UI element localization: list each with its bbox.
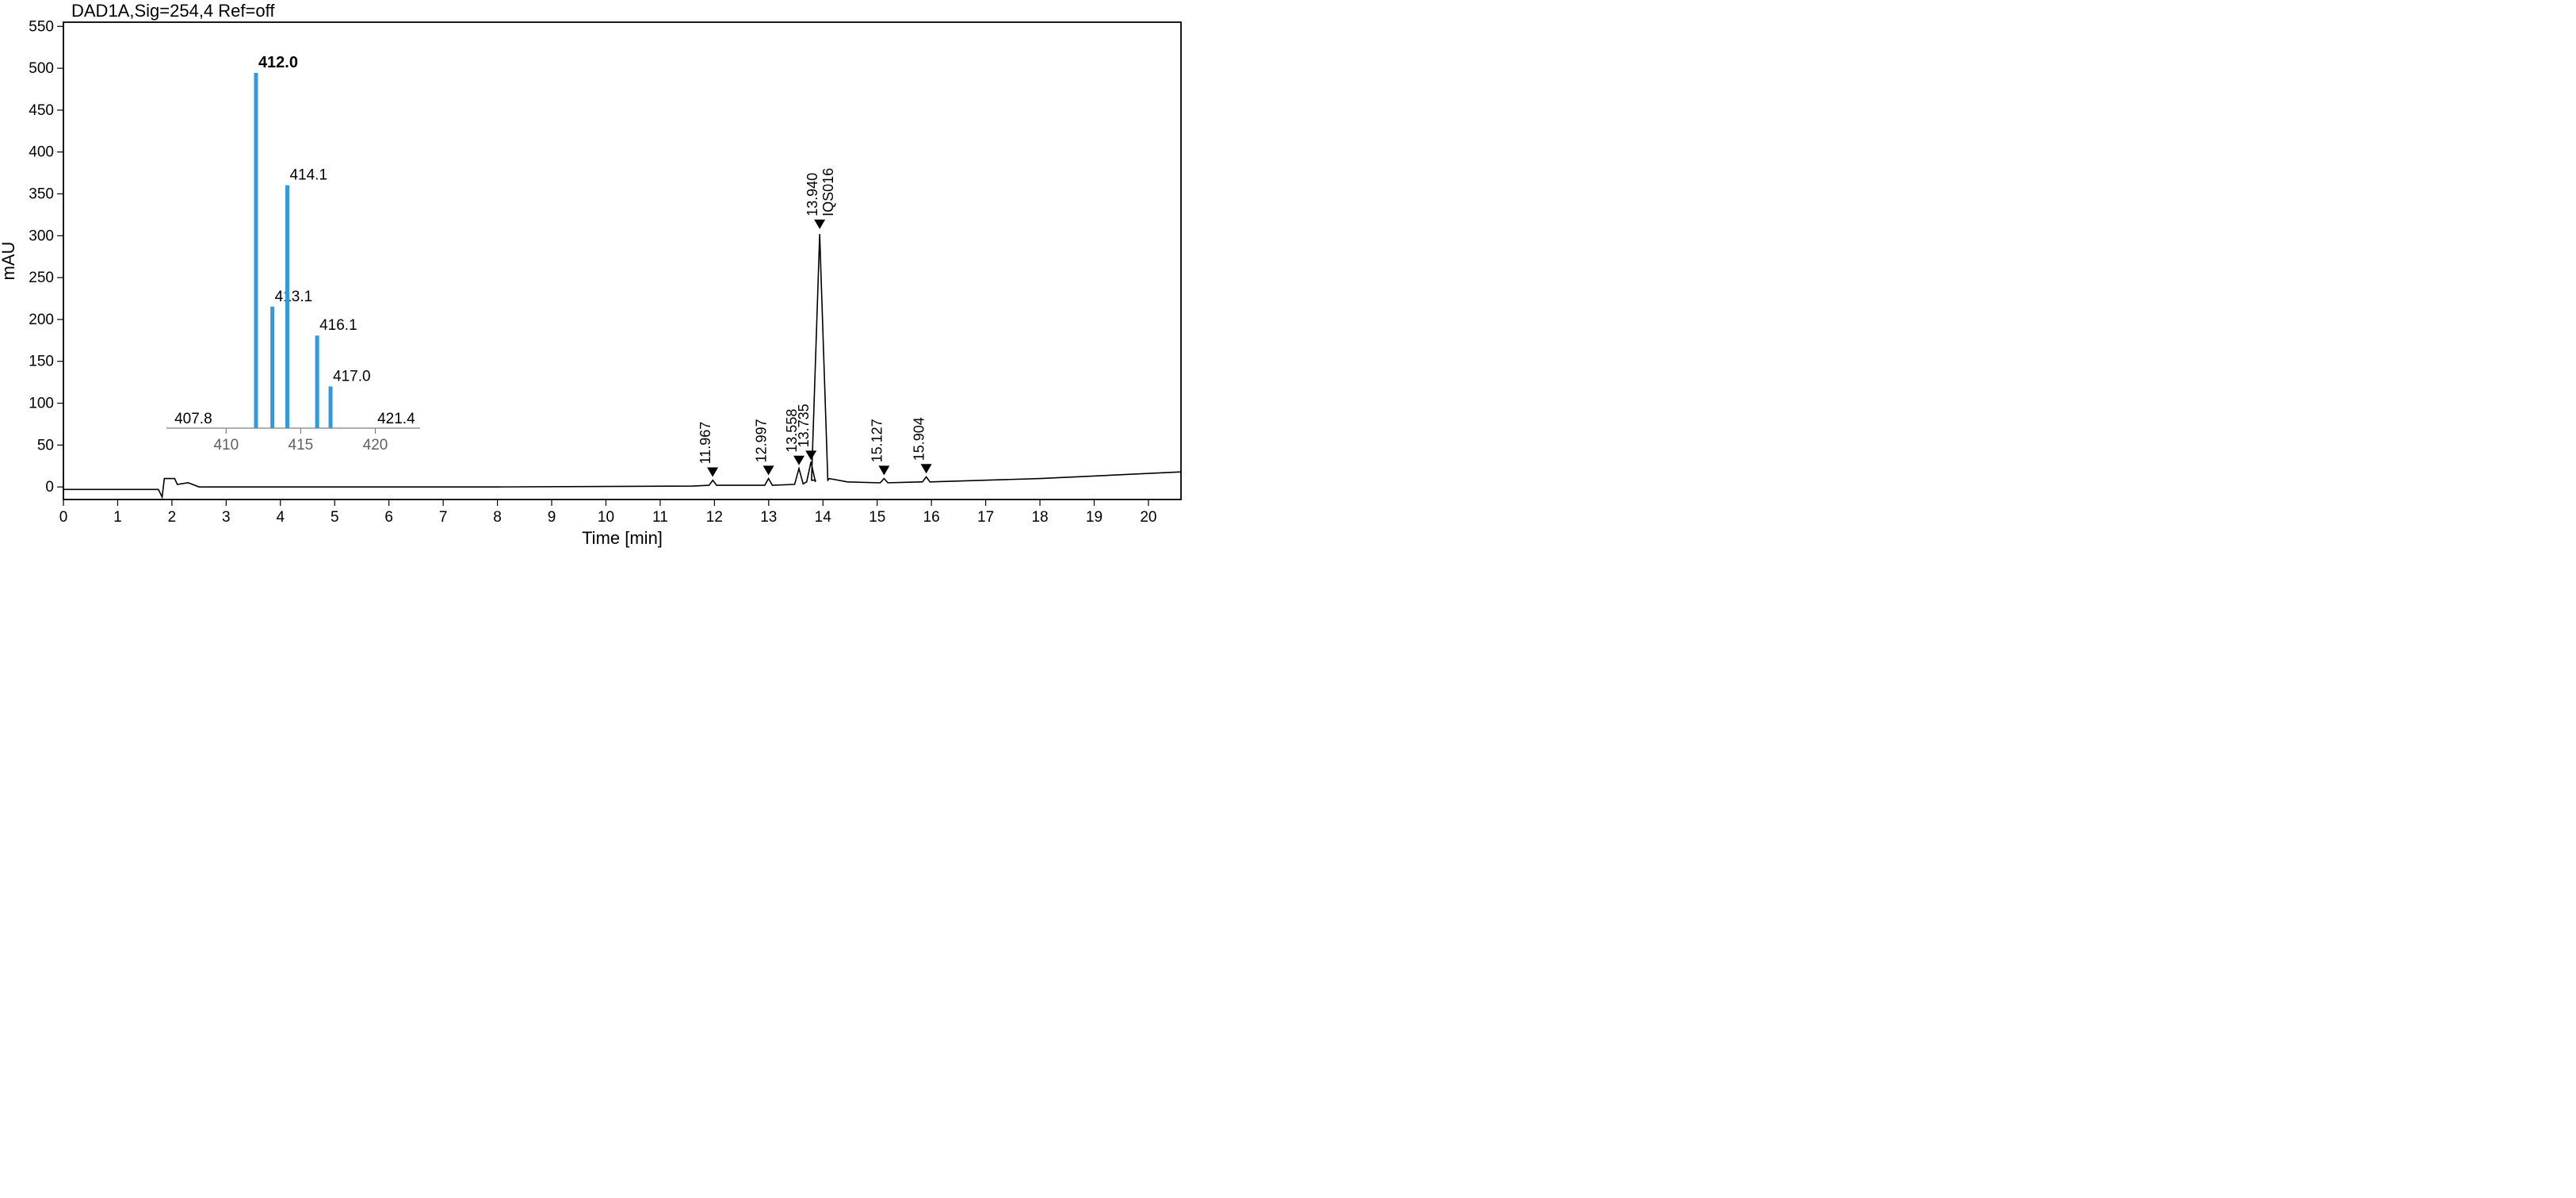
y-tick-label: 300 [29, 228, 54, 244]
y-tick-label: 150 [29, 354, 54, 370]
ms-bar-label: 417.0 [333, 368, 371, 385]
ms-bar-label: 416.1 [319, 317, 357, 334]
x-tick-label: 10 [598, 509, 614, 526]
ms-extra-label: 407.8 [174, 411, 212, 427]
ms-bar-label: 414.1 [289, 167, 327, 184]
x-tick-label: 2 [168, 509, 177, 526]
x-tick-label: 5 [331, 509, 339, 526]
x-tick-label: 4 [276, 509, 285, 526]
chart-title: DAD1A,Sig=254,4 Ref=off [71, 1, 275, 21]
inset-x-tick-label: 410 [213, 437, 239, 454]
x-tick-label: 8 [493, 509, 502, 526]
inset-x-tick-label: 420 [363, 437, 388, 454]
x-tick-label: 11 [652, 509, 668, 526]
y-tick-label: 200 [29, 312, 54, 328]
x-tick-label: 17 [977, 509, 994, 526]
y-tick-label: 400 [29, 144, 54, 161]
x-tick-label: 14 [815, 509, 832, 526]
x-tick-label: 18 [1031, 509, 1048, 526]
x-tick-label: 15 [869, 509, 885, 526]
y-tick-label: 0 [45, 479, 54, 496]
x-tick-label: 7 [439, 509, 448, 526]
ms-bar-label: 413.1 [275, 289, 313, 305]
x-tick-label: 1 [113, 509, 122, 526]
x-tick-label: 9 [548, 509, 556, 526]
y-tick-label: 350 [29, 186, 54, 203]
x-tick-label: 0 [59, 509, 68, 526]
y-tick-label: 450 [29, 102, 54, 119]
peak-label: 15.904 [912, 417, 927, 461]
y-axis-label: mAU [0, 242, 18, 281]
x-tick-label: 6 [384, 509, 393, 526]
peak-label: 11.967 [698, 422, 713, 465]
x-axis-label: Time [min] [582, 528, 663, 548]
x-tick-label: 3 [222, 509, 231, 526]
inset-x-tick-label: 415 [289, 437, 314, 454]
chart-svg: DAD1A,Sig=254,4 Ref=off01234567891011121… [0, 0, 1197, 555]
ms-bar-label: 412.0 [258, 54, 298, 71]
ms-extra-label: 421.4 [377, 411, 415, 427]
y-tick-label: 550 [29, 18, 54, 35]
x-tick-label: 16 [923, 509, 940, 526]
y-tick-label: 500 [29, 60, 54, 77]
x-tick-label: 12 [706, 509, 723, 526]
y-tick-label: 250 [29, 270, 54, 286]
peak-label: 13.735 [796, 404, 812, 447]
peak-label: 13.940 [805, 173, 820, 216]
x-tick-label: 19 [1086, 509, 1103, 526]
y-tick-label: 100 [29, 396, 54, 412]
peak-label: 12.997 [754, 419, 770, 462]
peak-label: 15.127 [869, 419, 885, 462]
x-tick-label: 13 [760, 509, 777, 526]
chromatogram-chart: DAD1A,Sig=254,4 Ref=off01234567891011121… [0, 0, 1197, 555]
x-tick-label: 20 [1140, 509, 1156, 526]
peak-compound-label: IQS016 [820, 168, 836, 216]
y-tick-label: 50 [37, 437, 54, 454]
